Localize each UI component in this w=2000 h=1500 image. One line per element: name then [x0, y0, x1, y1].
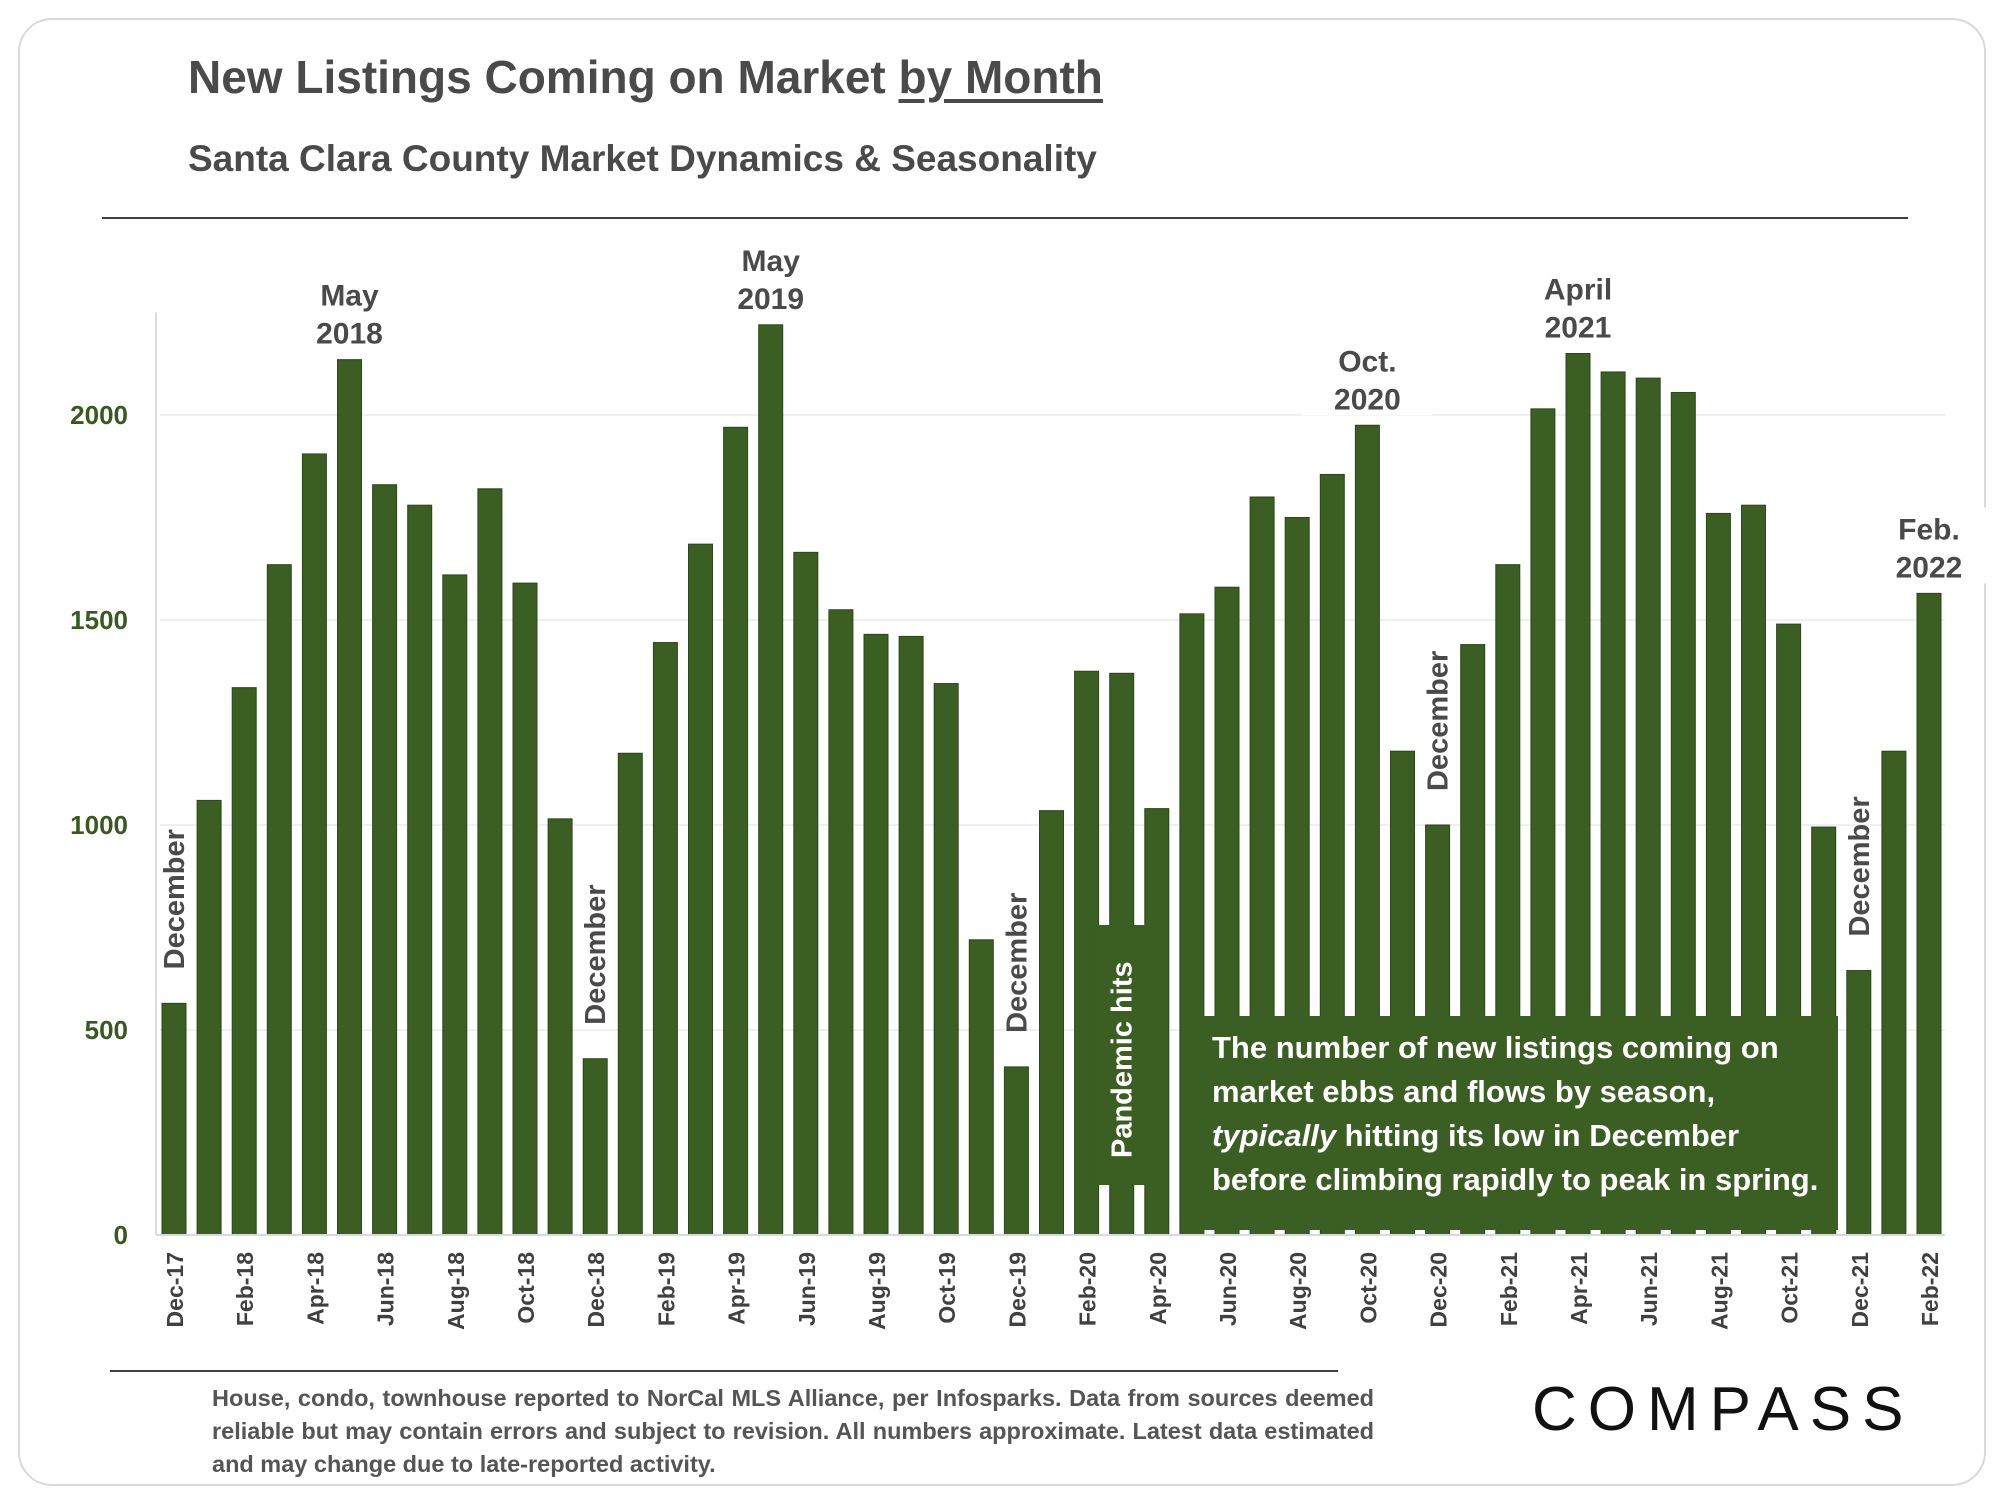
bar	[372, 484, 398, 1236]
peak-label-bg	[1302, 339, 1433, 416]
peak-label-bg	[1864, 507, 1994, 584]
x-tick-label: Feb-18	[232, 1252, 258, 1326]
x-tick-label: Aug-19	[864, 1252, 890, 1330]
bar	[617, 752, 643, 1236]
x-tick-label: Apr-19	[724, 1252, 750, 1325]
x-tick-label: Feb-22	[1917, 1252, 1943, 1326]
x-tick-label: Dec-19	[1004, 1252, 1030, 1327]
x-tick-label: Feb-19	[653, 1252, 679, 1326]
december-annotation: December	[1423, 651, 1455, 791]
peak-label-year: 2019	[737, 283, 804, 316]
x-tick-label: Aug-21	[1706, 1252, 1732, 1330]
note-line-2: market ebbs and flows by season,	[1212, 1074, 1716, 1109]
bar	[407, 504, 433, 1236]
x-tick-label: Feb-21	[1496, 1252, 1522, 1326]
bar	[266, 564, 292, 1236]
x-tick-label: Aug-20	[1285, 1252, 1311, 1330]
bar	[1003, 1066, 1029, 1236]
bar	[828, 609, 854, 1236]
bar	[512, 582, 538, 1236]
bar	[547, 818, 573, 1236]
x-tick-label: Oct-20	[1355, 1252, 1381, 1324]
divider-top	[102, 217, 1908, 219]
peak-label-month: May	[742, 245, 801, 278]
title-underlined: by Month	[898, 51, 1103, 103]
peak-label-year: 2018	[316, 318, 383, 351]
x-tick-label: Dec-20	[1426, 1252, 1452, 1327]
december-annotation: December	[1844, 796, 1876, 936]
bar	[723, 426, 749, 1236]
bar	[968, 939, 994, 1236]
bar	[863, 633, 889, 1236]
bar	[1039, 810, 1064, 1236]
peak-label-year: 2022	[1896, 551, 1963, 584]
y-tick-label: 0	[114, 1220, 128, 1250]
compass-logo: COMPASS	[1532, 1375, 1915, 1444]
bar	[196, 799, 222, 1236]
pandemic-annotation: Pandemic hits	[1107, 961, 1139, 1158]
december-annotation: December	[580, 884, 612, 1024]
bar	[1846, 970, 1872, 1236]
peak-label-bg	[1513, 267, 1643, 344]
bar	[301, 453, 327, 1236]
title-main: New Listings Coming on Market	[188, 51, 899, 103]
bar	[1881, 750, 1907, 1236]
x-tick-label: Oct-19	[934, 1252, 960, 1324]
note-box: The number of new listings coming on mar…	[1194, 1016, 1838, 1230]
x-tick-label: Dec-17	[162, 1252, 188, 1327]
page-title: New Listings Coming on Market by Month	[188, 50, 1103, 104]
x-tick-label: Aug-18	[443, 1252, 469, 1330]
x-tick-label: Jun-21	[1636, 1252, 1662, 1326]
y-tick-label: 500	[85, 1015, 128, 1045]
note-line-3: typically hitting its low in December	[1212, 1114, 1820, 1158]
note-line-3-rest: hitting its low in December	[1336, 1118, 1740, 1153]
x-tick-label: Jun-19	[794, 1252, 820, 1326]
note-line-4: before climbing rapidly to peak in sprin…	[1212, 1162, 1819, 1197]
x-tick-label: Jun-18	[373, 1252, 399, 1326]
x-tick-label: Feb-20	[1075, 1252, 1101, 1326]
divider-bottom	[110, 1370, 1338, 1372]
x-tick-label: Apr-21	[1566, 1252, 1592, 1325]
x-tick-label: Oct-18	[513, 1252, 539, 1324]
bar	[793, 551, 819, 1236]
bar	[442, 574, 468, 1236]
y-tick-label: 2000	[70, 400, 128, 430]
y-tick-label: 1000	[70, 810, 128, 840]
peak-label-bg	[705, 238, 836, 315]
bar	[337, 359, 362, 1236]
x-tick-label: Oct-21	[1777, 1252, 1803, 1324]
bar	[1916, 592, 1942, 1236]
bar	[477, 488, 503, 1236]
x-tick-label: Apr-18	[302, 1252, 328, 1325]
peak-label-month: May	[320, 280, 379, 313]
december-annotation: December	[1001, 893, 1033, 1033]
note-line-1: The number of new listings coming on	[1212, 1030, 1779, 1065]
bar	[898, 635, 924, 1236]
x-tick-label: Dec-18	[583, 1252, 609, 1328]
x-tick-label: Apr-20	[1145, 1252, 1171, 1325]
peak-label-year: 2020	[1334, 383, 1401, 416]
page-subtitle: Santa Clara County Market Dynamics & Sea…	[188, 138, 1097, 179]
peak-label-month: Oct.	[1338, 345, 1396, 378]
bar	[161, 1002, 187, 1236]
note-emphasis: typically	[1212, 1118, 1337, 1153]
source-footnote: House, condo, townhouse reported to NorC…	[212, 1385, 1374, 1477]
peak-label-month: Feb.	[1898, 513, 1960, 546]
bar	[231, 687, 257, 1236]
bar	[933, 683, 959, 1236]
x-tick-label: Dec-21	[1847, 1252, 1873, 1328]
bar	[582, 1058, 608, 1236]
peak-label-month: April	[1544, 274, 1612, 307]
x-tick-label: Jun-20	[1215, 1252, 1241, 1326]
pandemic-annotation-box	[1093, 925, 1150, 1185]
december-annotation: December	[159, 829, 191, 969]
bar	[758, 324, 784, 1236]
bar	[652, 642, 678, 1236]
y-tick-label: 1500	[70, 605, 128, 635]
peak-label-bg	[284, 273, 415, 350]
bar	[688, 543, 713, 1236]
peak-label-year: 2021	[1545, 312, 1612, 345]
